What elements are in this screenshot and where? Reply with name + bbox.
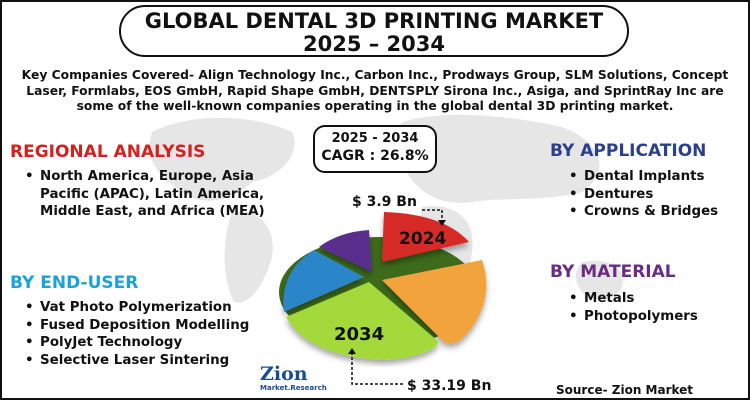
regional-heading: REGIONAL ANALYSIS: [10, 142, 206, 162]
list-item: Fused Deposition Modelling: [24, 317, 284, 335]
slice-purple: [319, 230, 372, 272]
list-item: Crowns & Bridges: [568, 203, 738, 221]
pie-illustration: 2024 2034: [279, 212, 487, 360]
arrow-2024-head: [438, 220, 446, 226]
intro-text: Key Companies Covered- Align Technology …: [21, 68, 729, 113]
logo-name: Zion: [260, 363, 308, 385]
pie-label-2034: 2034: [334, 324, 384, 345]
end-user-heading: BY END-USER: [10, 273, 139, 293]
list-item: PolyJet Technology: [24, 334, 284, 352]
source-text: Source- Zion Market Research: [556, 383, 694, 398]
list-item: Dentures: [568, 186, 738, 204]
title-line-1: GLOBAL DENTAL 3D PRINTING MARKET: [144, 9, 604, 33]
slice-green: [286, 282, 439, 360]
arrow-2034: [351, 352, 404, 385]
value-2024: $ 3.9 Bn: [352, 194, 417, 210]
slice-orange: [382, 260, 487, 344]
list-item: Vat Photo Polymerization: [24, 299, 284, 317]
list-item: Photopolymers: [568, 308, 738, 326]
list-item: Dental Implants: [568, 168, 738, 186]
list-item: North America, Europe, Asia Pacific (APA…: [24, 168, 269, 221]
material-list: Metals Photopolymers: [568, 290, 738, 325]
logo-sub: Market.Research: [260, 384, 327, 392]
page-title: GLOBAL DENTAL 3D PRINTING MARKET 2025 – …: [119, 5, 629, 57]
slice-red: [382, 212, 469, 262]
cagr-box: 2025 - 2034 CAGR : 26.8%: [313, 125, 437, 173]
list-item: Selective Laser Sintering: [24, 352, 284, 370]
slice-blue: [283, 250, 364, 312]
pie-label-2024: 2024: [399, 229, 446, 249]
application-list: Dental Implants Dentures Crowns & Bridge…: [568, 168, 738, 221]
material-heading: BY MATERIAL: [550, 262, 676, 282]
application-heading: BY APPLICATION: [550, 141, 707, 161]
end-user-list: Vat Photo Polymerization Fused Depositio…: [24, 299, 284, 369]
value-arrows: [348, 209, 446, 385]
arrow-2024: [422, 209, 443, 222]
arrow-2034-head: [348, 348, 356, 354]
list-item: Metals: [568, 290, 738, 308]
cagr-years: 2025 - 2034: [331, 131, 419, 146]
cagr-rate: CAGR : 26.8%: [321, 148, 429, 164]
title-line-2: 2025 – 2034: [302, 32, 446, 56]
zion-logo: Zion Market.Research: [260, 365, 348, 397]
value-2034: $ 33.19 Bn: [407, 378, 492, 394]
regional-list: North America, Europe, Asia Pacific (APA…: [24, 168, 269, 221]
